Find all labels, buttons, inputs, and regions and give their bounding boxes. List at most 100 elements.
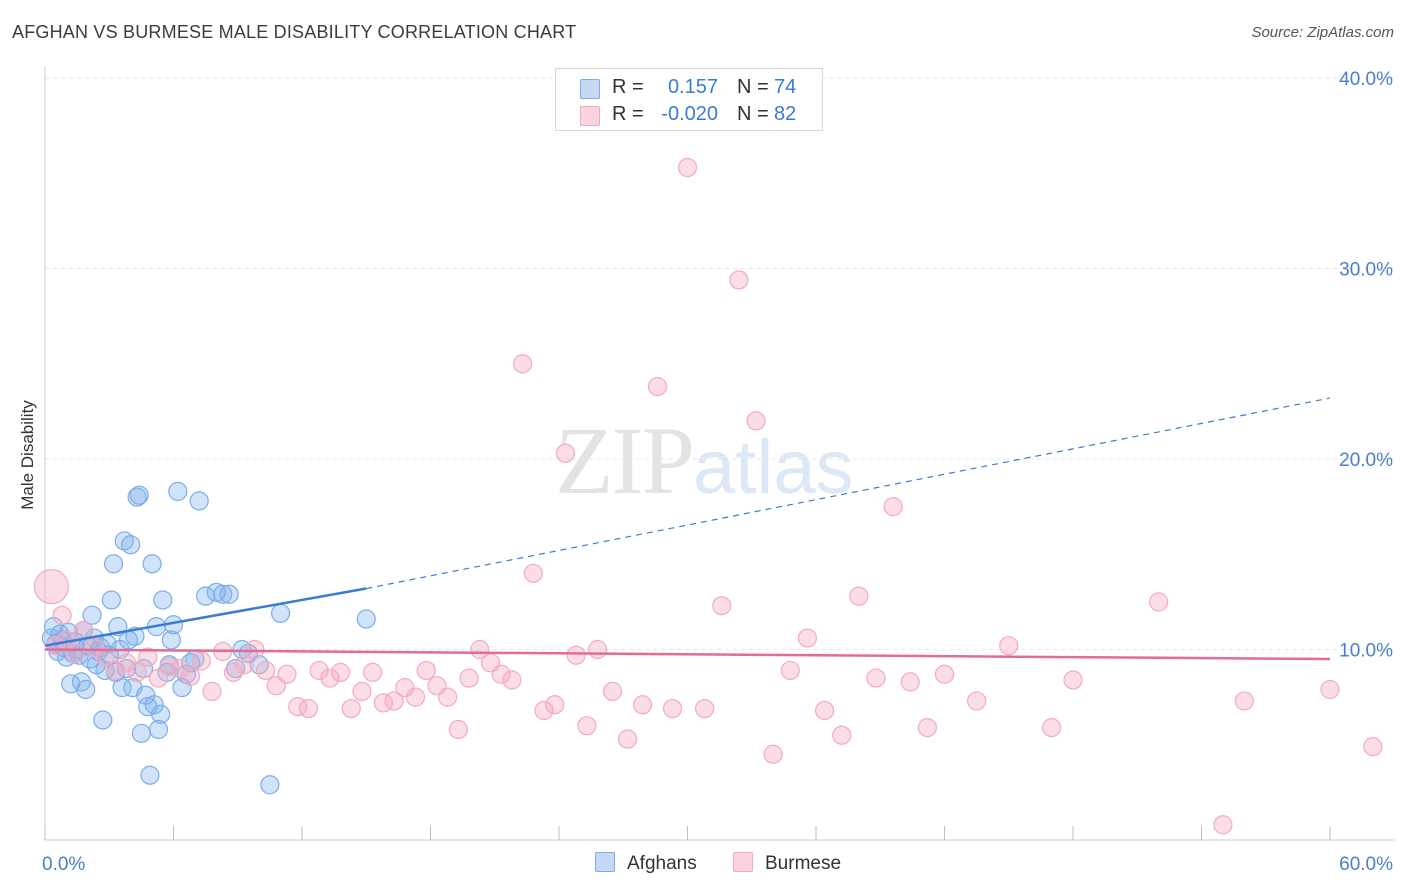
afghans-point: [131, 723, 151, 743]
watermark-zip: ZIP: [555, 407, 695, 514]
burmese-point: [84, 637, 104, 658]
burmese-point: [662, 698, 683, 719]
burmese-point: [223, 662, 244, 682]
correlation-legend: R = 0.157 N = 74 R = -0.020 N = 82: [555, 68, 823, 131]
burmese-point: [363, 662, 383, 682]
burmese-point: [309, 660, 329, 681]
burmese-trend-line: [44, 648, 1331, 661]
burmese-swatch: [580, 106, 600, 126]
burmese-point: [116, 653, 136, 673]
burmese-point: [395, 677, 415, 698]
afghans-n-value: 74: [774, 76, 797, 98]
burmese-point: [95, 647, 115, 667]
y-tick-label: 10.0%: [1339, 641, 1393, 662]
burmese-point: [234, 655, 254, 675]
axes: [44, 66, 1395, 841]
afghans-point: [148, 719, 169, 740]
afghans-point: [144, 695, 164, 715]
burmese-point: [170, 658, 190, 679]
afghans-legend-swatch: [595, 852, 615, 872]
legend-item-burmese[interactable]: Burmese: [733, 852, 841, 875]
burmese-point: [746, 411, 766, 431]
burmese-point: [181, 666, 201, 686]
burmese-point: [512, 354, 533, 374]
burmese-point: [138, 647, 158, 667]
afghans-r-label: R =: [612, 76, 644, 98]
grid-lines: [45, 77, 1395, 650]
burmese-point: [330, 662, 351, 682]
burmese-r-value: -0.020: [661, 103, 718, 125]
afghans-point: [168, 481, 188, 501]
afghans-point: [213, 584, 233, 604]
burmese-point: [1363, 737, 1383, 757]
burmese-point: [65, 643, 85, 663]
burmese-point: [502, 670, 522, 690]
burmese-point: [602, 681, 623, 702]
legend-row-afghans: R = 0.157 N = 74: [556, 75, 822, 101]
burmese-point: [52, 605, 72, 625]
burmese-point: [712, 596, 732, 616]
burmese-point: [832, 725, 852, 745]
afghans-point: [93, 710, 113, 730]
watermark: ZIPatlas: [555, 405, 854, 516]
burmese-point: [695, 698, 715, 719]
tick-labels: 10.0% 20.0% 30.0% 40.0% 0.0% 60.0%: [42, 69, 1393, 875]
afghans-trend-line: [44, 587, 367, 647]
burmese-point: [1041, 718, 1062, 738]
burmese-point: [587, 639, 608, 660]
burmese-point: [1234, 691, 1254, 711]
burmese-point: [917, 718, 937, 738]
afghans-point: [129, 485, 149, 505]
burmese-point: [545, 695, 565, 715]
x-tick-label-max: 60.0%: [1339, 854, 1393, 875]
burmese-point: [763, 744, 783, 764]
afghans-legend-label: Afghans: [627, 853, 697, 874]
burmese-point: [448, 719, 468, 740]
burmese-legend-swatch: [733, 852, 753, 872]
y-tick-label: 40.0%: [1339, 69, 1393, 90]
burmese-point: [883, 497, 903, 517]
burmese-point: [127, 662, 147, 682]
afghans-point: [153, 590, 173, 610]
y-tick-label: 20.0%: [1339, 450, 1393, 471]
legend-item-afghans[interactable]: Afghans: [595, 852, 697, 875]
burmese-point: [106, 660, 126, 681]
afghans-point: [260, 775, 280, 795]
afghans-point: [142, 554, 162, 574]
burmese-point: [577, 716, 597, 736]
burmese-point: [729, 270, 749, 290]
burmese-point: [900, 672, 920, 692]
burmese-point: [352, 681, 372, 702]
watermark-atlas: atlas: [693, 425, 854, 510]
burmese-point: [1149, 592, 1169, 612]
burmese-point: [459, 668, 479, 688]
burmese-point: [255, 660, 276, 681]
afghans-point: [121, 535, 141, 555]
afghans-point: [103, 554, 124, 574]
burmese-point: [566, 645, 586, 665]
afghans-point: [270, 603, 291, 623]
burmese-point: [534, 700, 554, 721]
afghans-r-value: 0.157: [667, 76, 718, 98]
y-tick-label: 30.0%: [1339, 260, 1393, 281]
chart-title: AFGHAN VS BURMESE MALE DISABILITY CORREL…: [12, 22, 577, 42]
burmese-point: [780, 660, 800, 681]
burmese-point: [416, 660, 436, 681]
burmese-point: [277, 664, 297, 684]
afghans-point: [76, 679, 96, 700]
burmese-point: [438, 687, 458, 707]
burmese-point: [298, 698, 319, 719]
burmese-point: [555, 443, 576, 463]
legend-row-burmese: R = -0.020 N = 82: [556, 102, 822, 128]
burmese-points: [33, 157, 1383, 835]
burmese-point: [934, 664, 955, 684]
afghans-point: [219, 584, 239, 604]
burmese-point: [967, 691, 987, 711]
afghans-n-label: N =: [737, 76, 769, 98]
burmese-point: [866, 668, 886, 688]
afghans-trend-extension: [366, 397, 1331, 590]
afghans-point: [101, 590, 121, 610]
burmese-point: [405, 687, 426, 707]
afghans-point: [151, 704, 171, 724]
